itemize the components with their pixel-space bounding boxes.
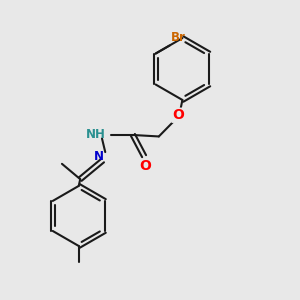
Text: O: O — [140, 159, 152, 173]
Text: O: O — [172, 108, 184, 122]
Text: N: N — [94, 150, 104, 163]
Text: NH: NH — [86, 128, 106, 142]
Text: Br: Br — [171, 31, 186, 44]
